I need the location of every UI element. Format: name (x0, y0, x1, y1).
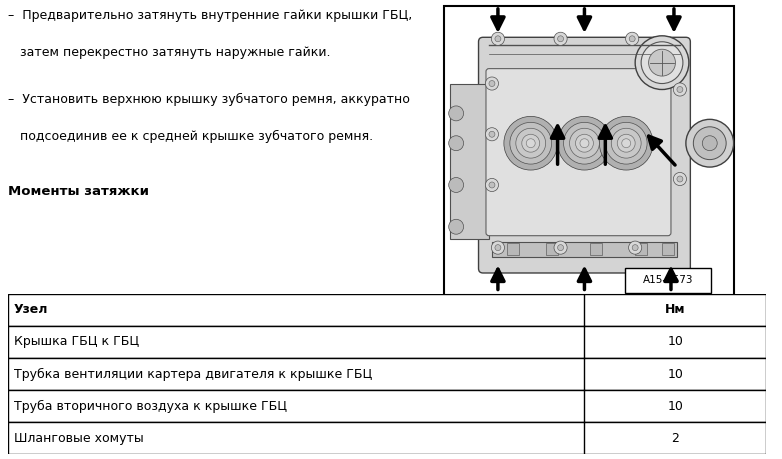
FancyBboxPatch shape (450, 84, 489, 239)
Circle shape (648, 49, 676, 76)
Circle shape (489, 131, 495, 137)
Text: подсоединив ее к средней крышке зубчатого ремня.: подсоединив ее к средней крышке зубчатог… (8, 130, 373, 143)
Circle shape (629, 241, 642, 254)
Circle shape (632, 245, 638, 251)
FancyBboxPatch shape (479, 37, 691, 273)
Text: 10: 10 (667, 336, 683, 348)
Circle shape (564, 122, 605, 164)
FancyBboxPatch shape (662, 243, 674, 255)
Circle shape (554, 241, 567, 254)
Circle shape (686, 119, 734, 167)
Text: –  Установить верхнюю крышку зубчатого ремня, аккуратно: – Установить верхнюю крышку зубчатого ре… (8, 93, 410, 106)
Circle shape (702, 136, 717, 151)
FancyBboxPatch shape (635, 243, 647, 255)
Circle shape (491, 241, 504, 254)
Circle shape (449, 106, 464, 121)
Circle shape (449, 178, 464, 192)
Circle shape (576, 134, 594, 152)
Circle shape (516, 128, 546, 158)
Circle shape (449, 219, 464, 234)
Circle shape (635, 36, 689, 90)
Circle shape (504, 116, 558, 170)
Circle shape (526, 139, 535, 148)
Circle shape (569, 128, 599, 158)
Bar (8, 358, 766, 390)
Circle shape (449, 136, 464, 151)
FancyBboxPatch shape (626, 268, 711, 293)
Bar (8, 326, 766, 358)
Circle shape (694, 127, 726, 160)
Text: затем перекрестно затянуть наружные гайки.: затем перекрестно затянуть наружные гайк… (8, 46, 330, 59)
Circle shape (605, 122, 647, 164)
Circle shape (677, 86, 683, 92)
FancyBboxPatch shape (590, 243, 602, 255)
Text: A15-0573: A15-0573 (643, 275, 693, 285)
Text: 2: 2 (672, 432, 680, 445)
Text: 10: 10 (667, 368, 683, 381)
Circle shape (491, 32, 504, 45)
Circle shape (677, 176, 683, 182)
Circle shape (558, 36, 564, 42)
Bar (8, 390, 766, 422)
Circle shape (641, 42, 683, 84)
FancyBboxPatch shape (546, 243, 558, 255)
Circle shape (489, 80, 495, 86)
Text: Труба вторичного воздуха к крышке ГБЦ: Труба вторичного воздуха к крышке ГБЦ (14, 400, 287, 413)
Circle shape (558, 245, 564, 251)
FancyBboxPatch shape (486, 68, 671, 236)
Circle shape (626, 32, 639, 45)
Circle shape (622, 139, 631, 148)
Text: Крышка ГБЦ к ГБЦ: Крышка ГБЦ к ГБЦ (14, 336, 139, 348)
Circle shape (486, 77, 498, 90)
Text: Трубка вентиляции картера двигателя к крышке ГБЦ: Трубка вентиляции картера двигателя к кр… (14, 368, 372, 381)
Circle shape (489, 182, 495, 188)
Circle shape (495, 245, 501, 251)
Circle shape (486, 179, 498, 191)
Circle shape (486, 128, 498, 141)
Circle shape (495, 36, 501, 42)
Text: Нм: Нм (665, 303, 686, 316)
Circle shape (630, 36, 635, 42)
Circle shape (510, 122, 551, 164)
Circle shape (673, 173, 687, 185)
FancyBboxPatch shape (492, 241, 677, 257)
Text: Шланговые хомуты: Шланговые хомуты (14, 432, 144, 445)
Circle shape (599, 116, 653, 170)
Circle shape (673, 83, 687, 96)
FancyBboxPatch shape (507, 243, 518, 255)
Text: Узел: Узел (14, 303, 48, 316)
Text: –  Предварительно затянуть внутренние гайки крышки ГБЦ,: – Предварительно затянуть внутренние гай… (8, 9, 412, 22)
Circle shape (612, 128, 641, 158)
Circle shape (554, 32, 567, 45)
Text: 10: 10 (667, 400, 683, 413)
Bar (8, 294, 766, 326)
Circle shape (617, 134, 635, 152)
Bar (8, 422, 766, 454)
Text: Моменты затяжки: Моменты затяжки (8, 185, 149, 198)
Circle shape (580, 139, 589, 148)
Circle shape (558, 116, 612, 170)
Circle shape (522, 134, 540, 152)
